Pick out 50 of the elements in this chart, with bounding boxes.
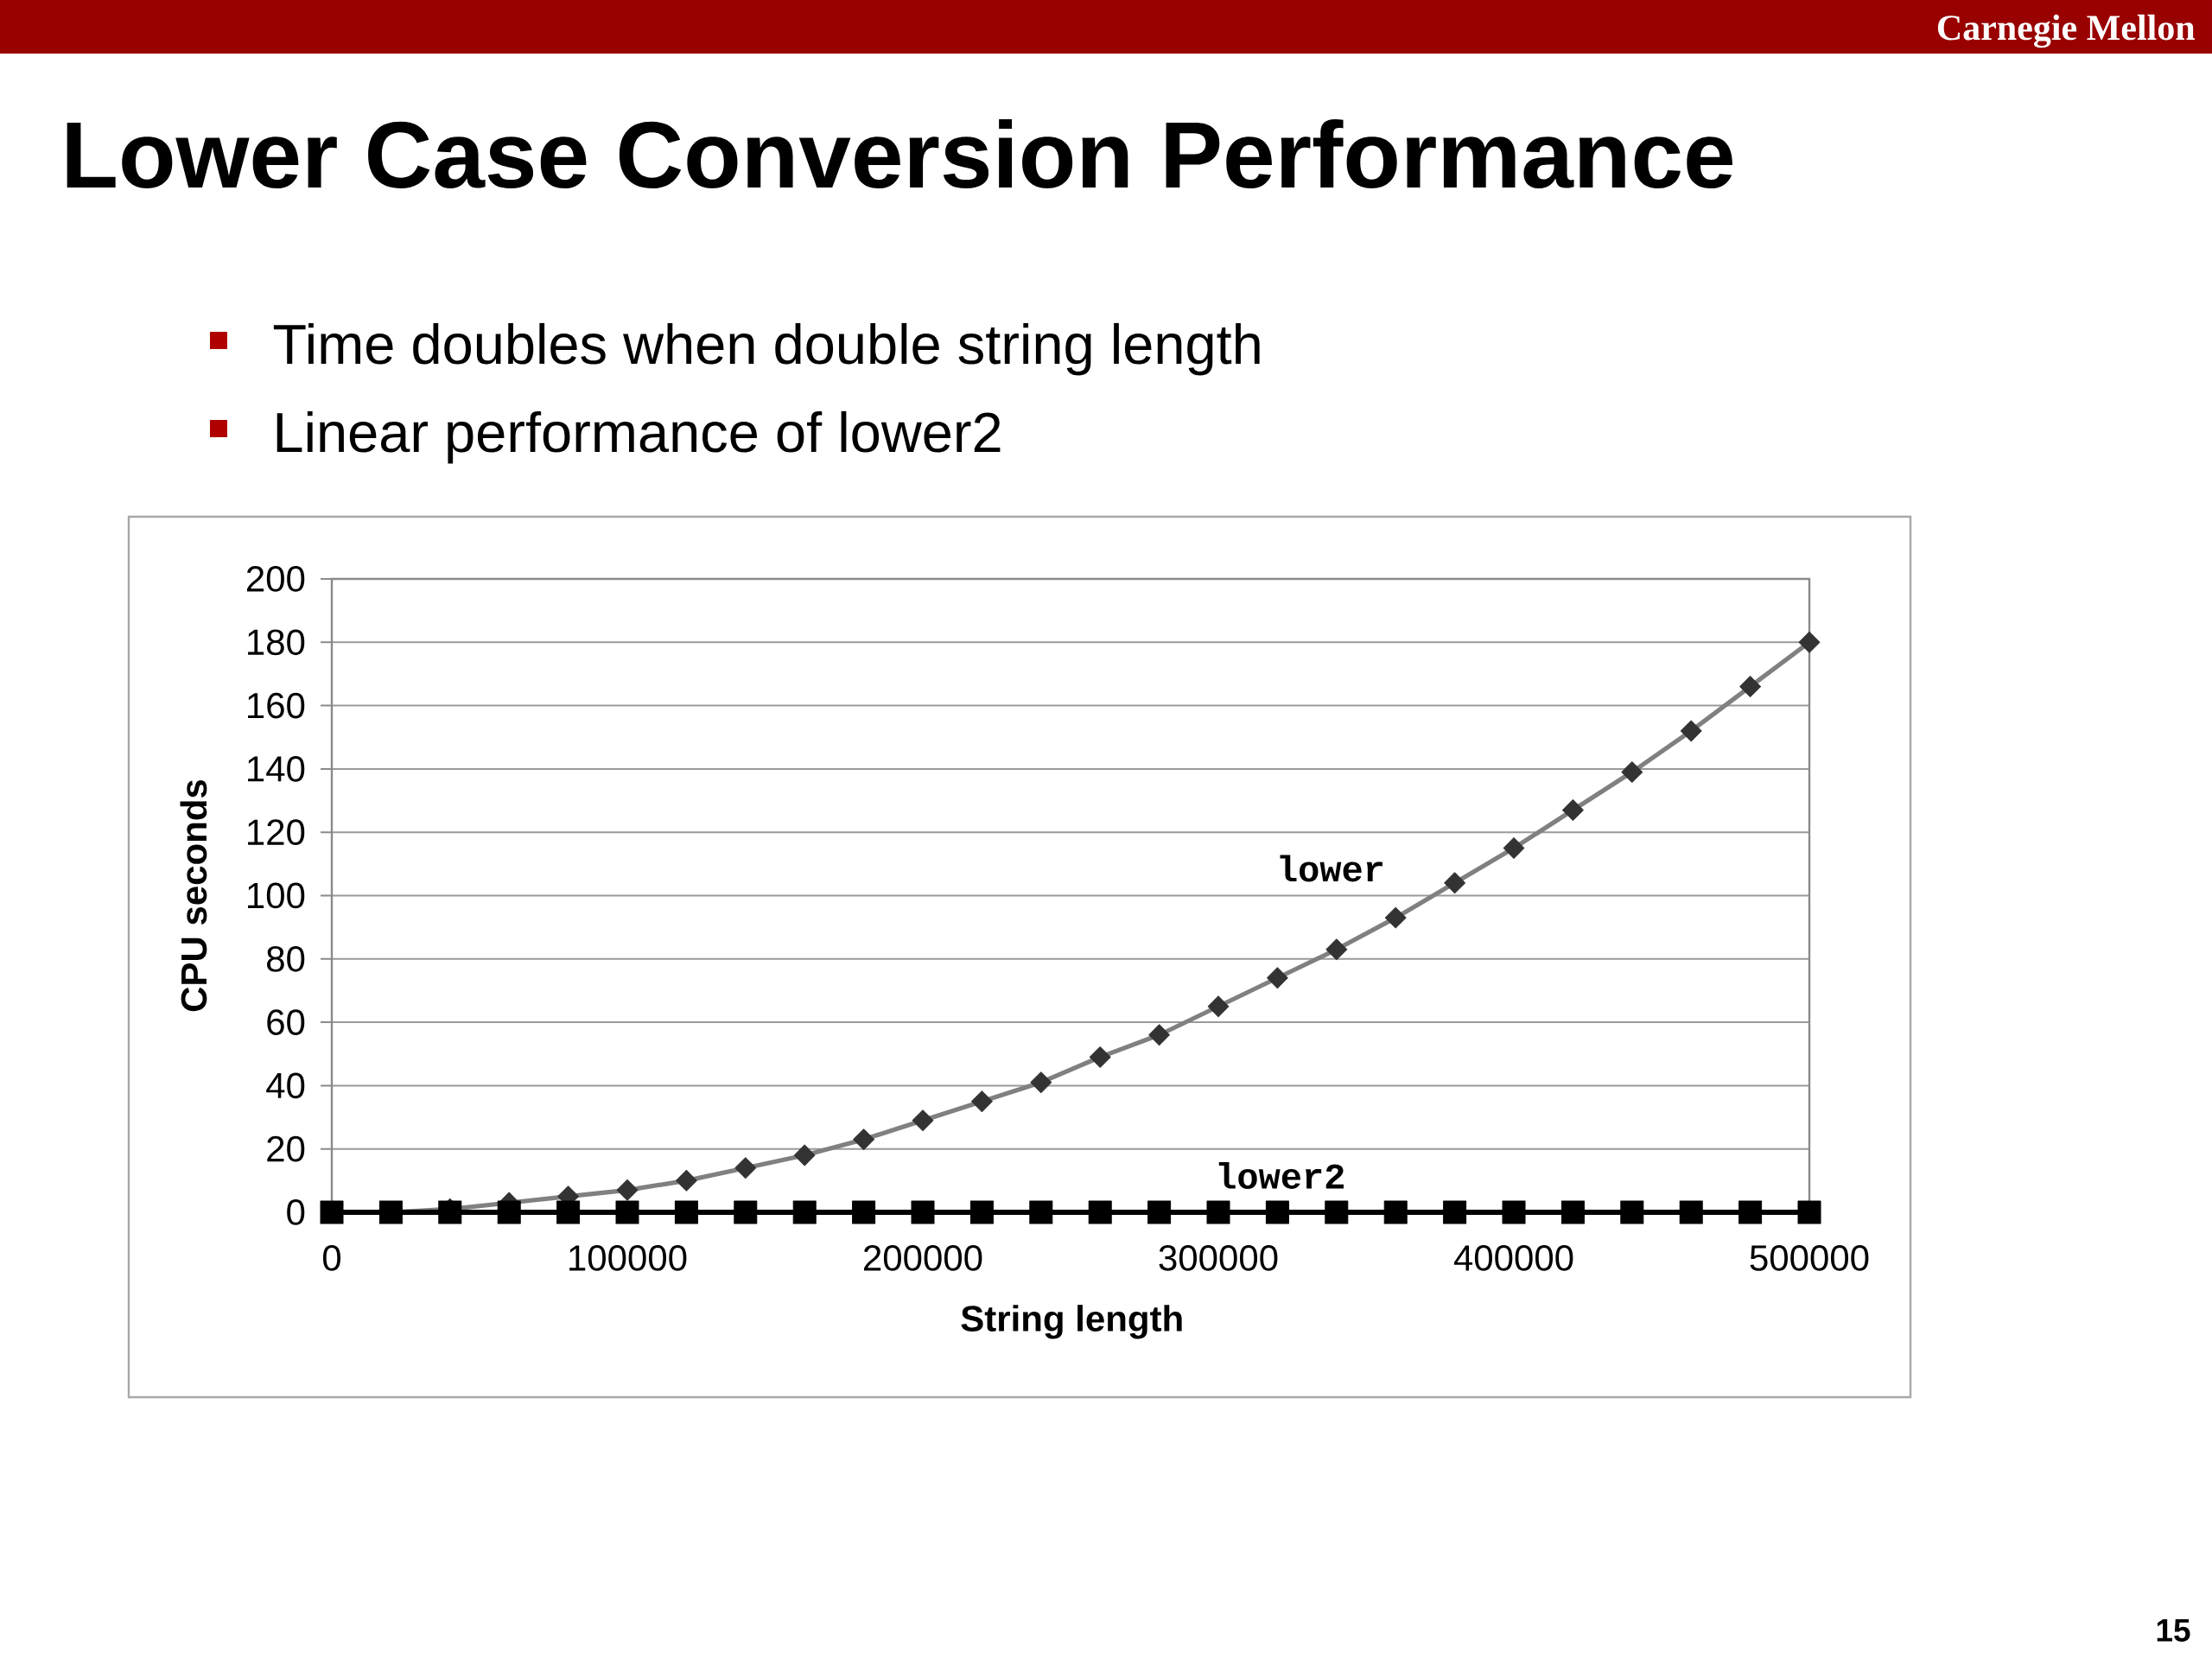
y-tick-label: 100 xyxy=(248,882,305,909)
text: Linear performance of lower2 xyxy=(276,410,1001,464)
y-tick-label: 20 xyxy=(267,1135,305,1162)
y-tick-label: 40 xyxy=(266,1072,305,1099)
y-tick-label: 140 xyxy=(248,756,305,782)
y-tick-label: 80 xyxy=(267,945,305,972)
point xyxy=(1029,1200,1053,1224)
y-tick-label: 160 xyxy=(248,692,305,719)
series-label: lower2 xyxy=(1218,1162,1344,1189)
point xyxy=(497,1200,521,1224)
point xyxy=(1325,1200,1349,1224)
series-label: lower xyxy=(1280,855,1382,882)
point xyxy=(615,1200,639,1224)
y-tick-label: 120 xyxy=(248,819,305,846)
point xyxy=(1620,1200,1644,1224)
point xyxy=(1443,1200,1467,1224)
chart-title: Lower Case Conversion Performance xyxy=(67,118,1732,189)
x-tick-label: 300000 xyxy=(1159,1245,1278,1271)
y-tick-label: 60 xyxy=(267,1009,305,1035)
point xyxy=(792,1200,817,1224)
point xyxy=(1206,1200,1230,1224)
text: 15 xyxy=(2157,1619,2190,1642)
text: Time doubles when double string length xyxy=(273,322,1260,376)
point xyxy=(1265,1200,1289,1224)
x-tick-label: 400000 xyxy=(1453,1245,1573,1271)
point xyxy=(1679,1200,1703,1224)
point xyxy=(852,1200,876,1224)
x-tick-label: 100000 xyxy=(569,1245,687,1271)
point xyxy=(969,1200,994,1224)
point xyxy=(438,1200,462,1224)
y-tick-label: 200 xyxy=(246,566,305,592)
point xyxy=(1088,1200,1112,1224)
point xyxy=(1797,1200,1821,1224)
x-axis-title: String length xyxy=(961,1305,1182,1339)
point xyxy=(1502,1200,1526,1224)
point xyxy=(1560,1200,1585,1224)
x-tick-label: 200000 xyxy=(864,1245,982,1271)
point xyxy=(911,1200,935,1224)
x-tick-label: 500000 xyxy=(1750,1245,1869,1271)
point xyxy=(734,1200,758,1224)
point xyxy=(1383,1200,1408,1224)
point xyxy=(556,1200,581,1224)
x-tick-label: 0 xyxy=(322,1245,341,1271)
text: Carnegie Mellon xyxy=(1937,14,2196,48)
point xyxy=(1738,1200,1763,1224)
point xyxy=(1147,1200,1172,1224)
y-axis-title: CPU seconds xyxy=(180,779,207,1012)
point xyxy=(674,1200,698,1224)
y-tick-label: 180 xyxy=(248,629,305,656)
y-tick-label: 0 xyxy=(287,1199,305,1225)
